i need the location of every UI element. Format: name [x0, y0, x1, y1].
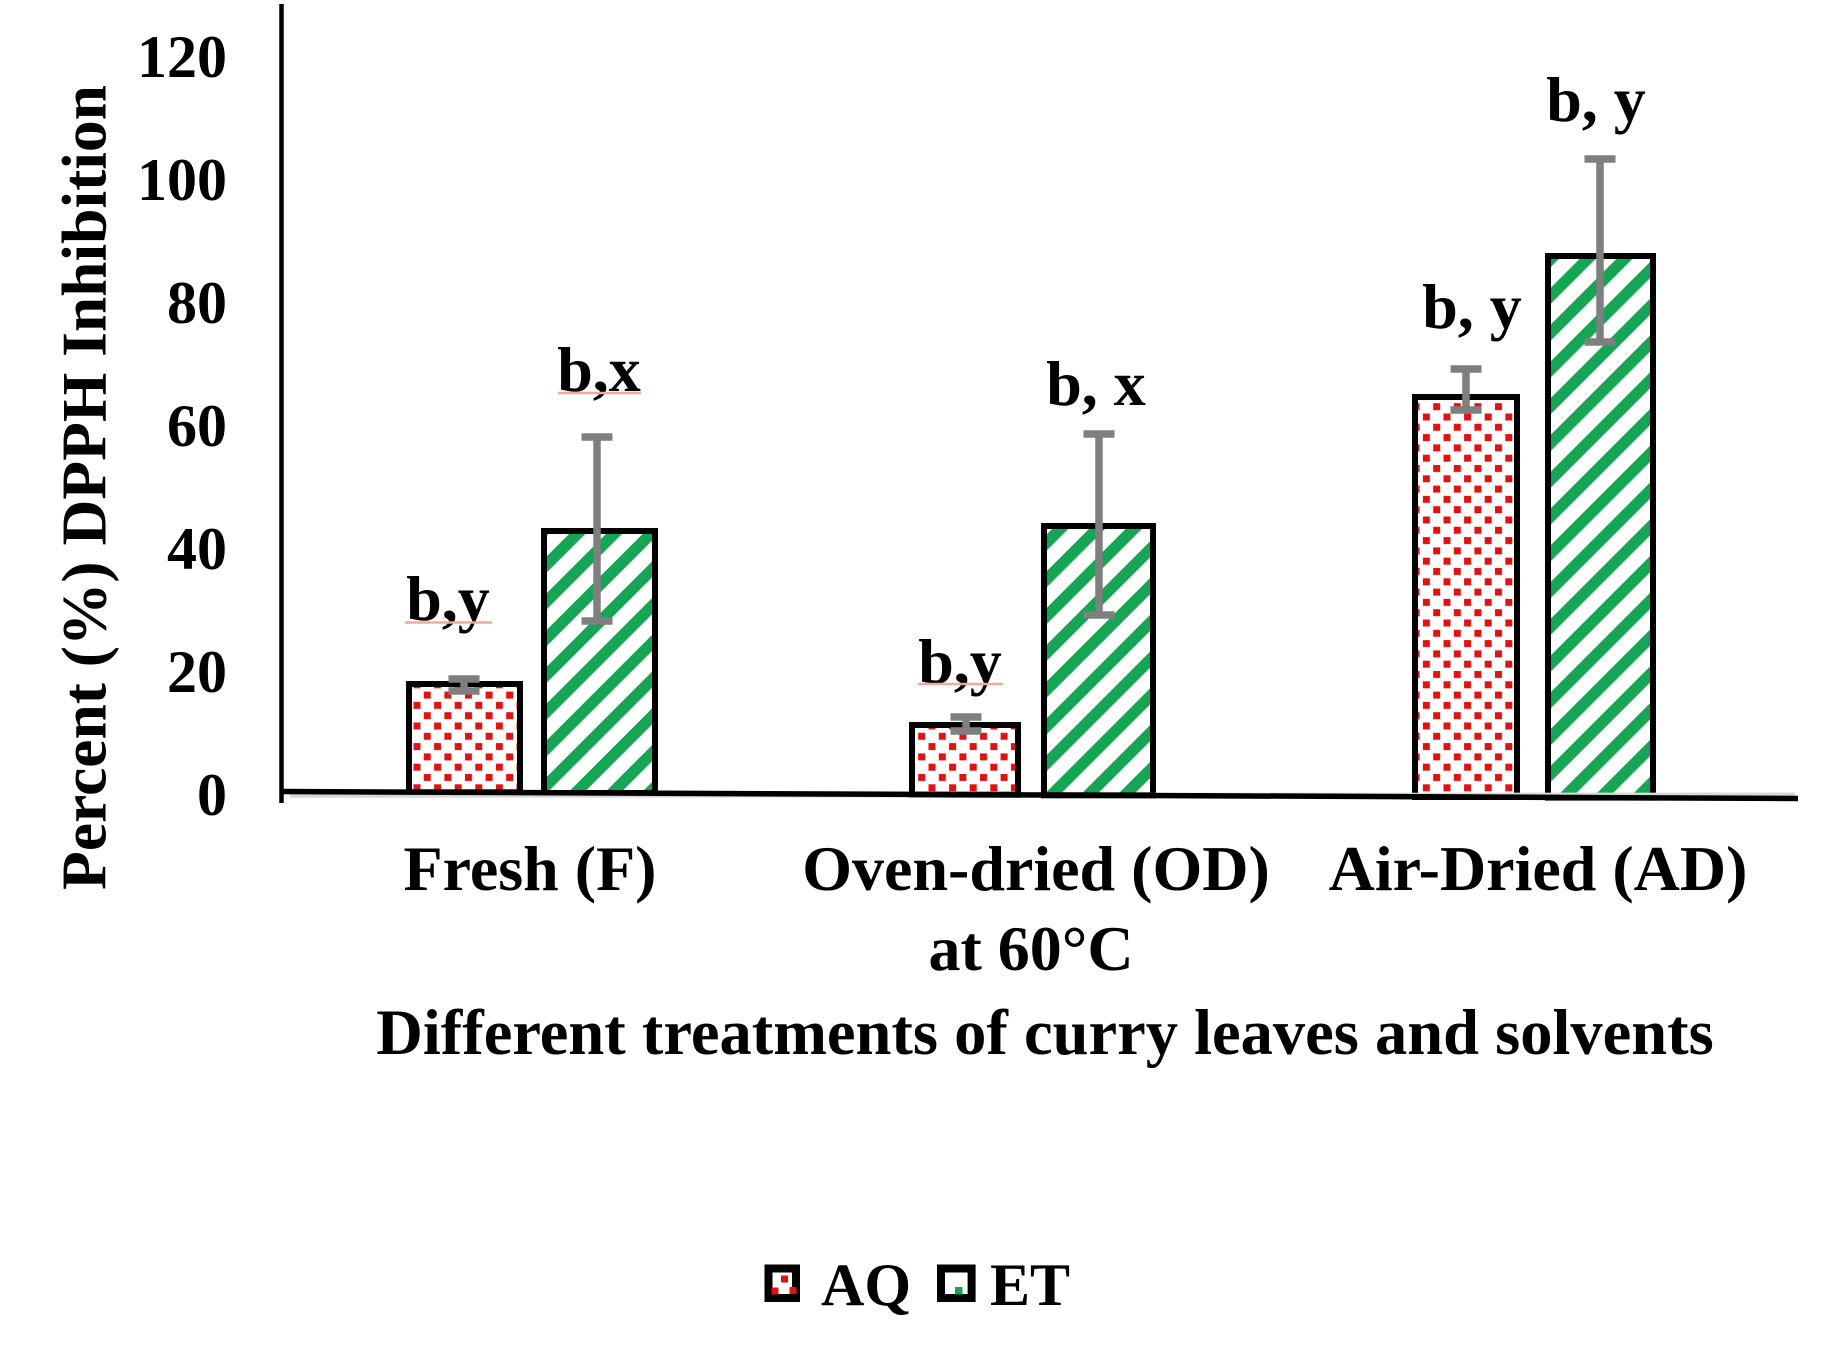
- svg-text:60: 60: [167, 393, 227, 459]
- svg-text:b, y: b, y: [1422, 271, 1522, 342]
- svg-text:b, x: b, x: [1046, 348, 1146, 419]
- svg-text:b,x: b,x: [557, 334, 641, 405]
- svg-text:100: 100: [137, 147, 227, 213]
- svg-text:b,y: b,y: [918, 626, 1002, 697]
- svg-text:at 60°C: at 60°C: [928, 913, 1133, 984]
- svg-text:120: 120: [137, 24, 227, 90]
- svg-text:ET: ET: [990, 1252, 1070, 1318]
- svg-text:AQ: AQ: [821, 1252, 911, 1318]
- svg-text:0: 0: [197, 762, 227, 828]
- svg-text:Fresh (F): Fresh (F): [404, 833, 657, 904]
- svg-text:40: 40: [167, 516, 227, 582]
- svg-text:20: 20: [167, 639, 227, 705]
- svg-text:80: 80: [167, 270, 227, 336]
- svg-text:Different treatments of curry: Different treatments of curry leaves and…: [376, 997, 1714, 1068]
- svg-text:b, y: b, y: [1546, 64, 1646, 135]
- svg-text:Air-Dried (AD): Air-Dried (AD): [1329, 833, 1748, 904]
- svg-text:Oven-dried (OD): Oven-dried (OD): [802, 833, 1270, 904]
- svg-text:Percent (%) DPPH Inhibition: Percent (%) DPPH Inhibition: [49, 85, 120, 890]
